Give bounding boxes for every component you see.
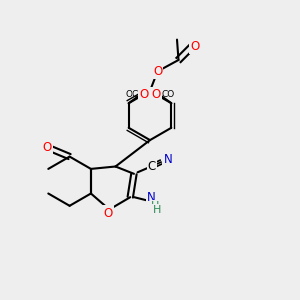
Text: OC: OC [126,90,139,99]
Text: H: H [151,201,159,211]
Text: N: N [164,153,172,166]
Text: O: O [103,207,112,220]
Text: CO: CO [161,90,174,99]
Text: O: O [151,88,160,101]
Text: O: O [153,65,162,78]
Text: O: O [140,88,149,101]
Text: C: C [148,160,156,173]
Text: H: H [153,206,161,215]
Text: O: O [191,40,200,53]
Text: O: O [43,141,52,154]
Text: N: N [147,191,156,204]
